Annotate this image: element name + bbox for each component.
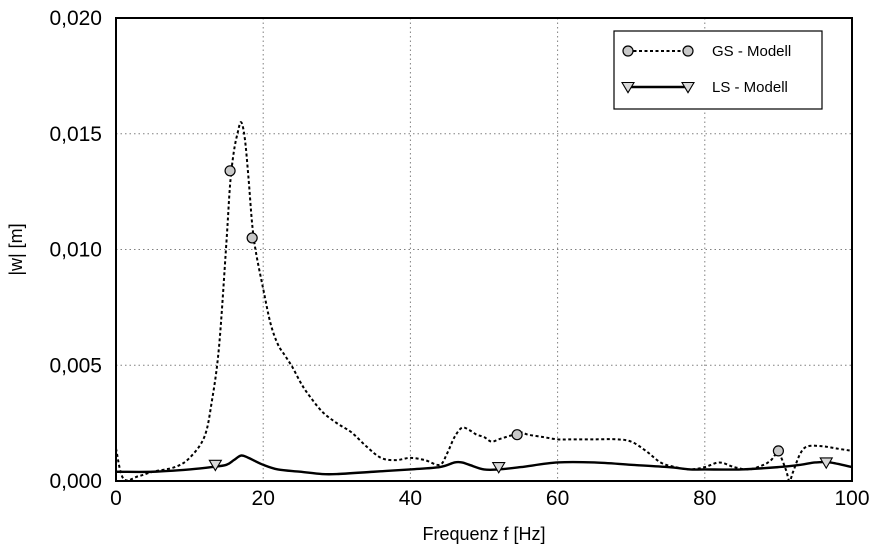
series-marker <box>772 445 785 457</box>
axis-ticks: 0 20 40 60 80 100 0,000 0,005 0,010 0,015 0,020 <box>49 7 869 510</box>
y-tick-label: 0,000 <box>49 470 102 493</box>
x-tick-label: 100 <box>834 487 869 510</box>
series-marker <box>511 429 523 441</box>
series-line <box>115 454 853 476</box>
series-2 <box>115 454 853 476</box>
y-tick-label: 0,005 <box>49 354 102 377</box>
legend-marker <box>622 45 634 57</box>
legend-item: GS - Modell <box>622 43 791 60</box>
legend: GS - Modell LS - Modell <box>613 30 823 110</box>
legend-marker <box>681 81 695 94</box>
series-layer <box>115 121 853 482</box>
x-tick-label: 60 <box>546 487 569 510</box>
x-tick-label: 0 <box>110 487 122 510</box>
series-marker <box>491 462 506 474</box>
legend-box <box>613 30 823 110</box>
x-axis-label: Frequenz f [Hz] <box>422 524 545 544</box>
legend-marker <box>621 81 635 94</box>
series-marker <box>819 457 834 470</box>
y-tick-label: 0,010 <box>49 239 102 262</box>
legend-item: LS - Modell <box>621 79 788 96</box>
series-line <box>115 121 853 482</box>
series-marker <box>246 232 258 244</box>
legend-marker <box>682 45 694 57</box>
legend-label: LS - Modell <box>712 79 788 96</box>
y-tick-label: 0,015 <box>49 123 102 146</box>
y-tick-label: 0,020 <box>49 7 102 30</box>
series-marker <box>224 165 236 177</box>
plot-frame <box>115 17 853 482</box>
series-1 <box>115 121 853 482</box>
x-tick-label: 20 <box>252 487 275 510</box>
x-tick-label: 40 <box>399 487 422 510</box>
x-tick-label: 80 <box>693 487 716 510</box>
legend-label: GS - Modell <box>712 43 791 60</box>
y-axis-label: |w| [m] <box>6 223 26 275</box>
series-marker <box>208 459 223 472</box>
